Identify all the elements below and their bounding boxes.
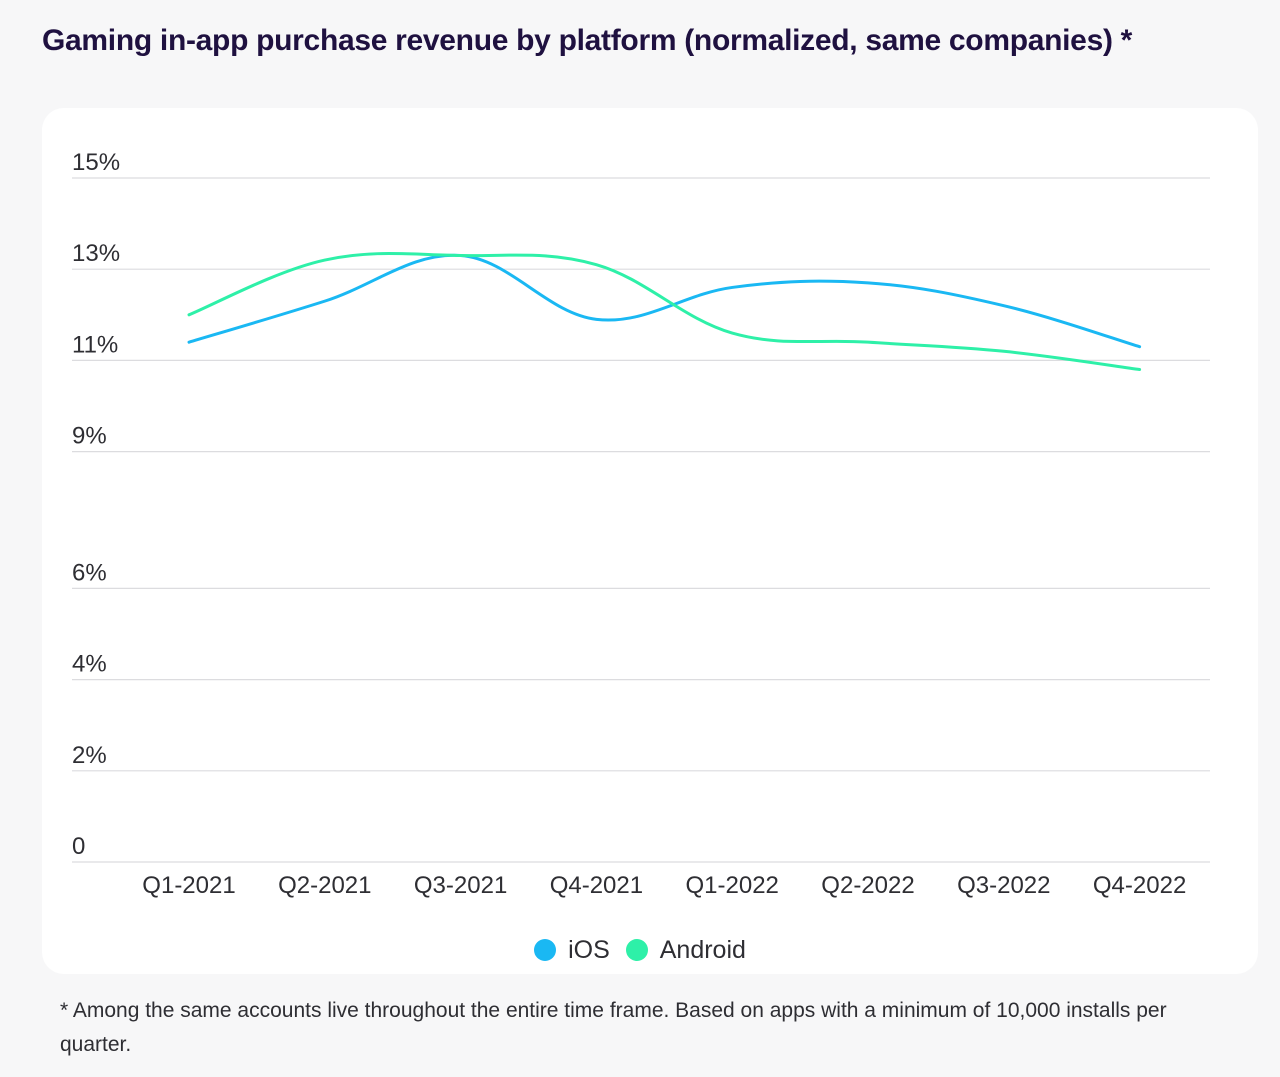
legend-marker-android bbox=[625, 939, 648, 961]
y-tick-label: 15% bbox=[72, 149, 120, 176]
data-point-ios[interactable] bbox=[998, 300, 1010, 312]
data-point-android[interactable] bbox=[862, 336, 874, 348]
y-tick-label: 11% bbox=[72, 331, 118, 358]
series-lines bbox=[183, 250, 1146, 376]
chart-legend: iOS Android bbox=[0, 930, 1280, 970]
data-point-ios[interactable] bbox=[1134, 341, 1146, 353]
x-tick-label: Q2-2022 bbox=[821, 872, 914, 899]
legend-label-android: Android bbox=[659, 935, 746, 964]
y-tick-label: 9% bbox=[72, 423, 107, 450]
y-tick-label: 0 bbox=[72, 833, 85, 860]
footnote: * Among the same accounts live throughou… bbox=[60, 999, 1167, 1056]
chart-title: Gaming in-app purchase revenue by platfo… bbox=[42, 24, 1133, 57]
data-point-android[interactable] bbox=[183, 309, 195, 321]
data-point-android[interactable] bbox=[590, 259, 602, 271]
data-point-android[interactable] bbox=[998, 345, 1010, 357]
x-tick-label: Q3-2021 bbox=[414, 872, 507, 899]
data-point-ios[interactable] bbox=[726, 281, 738, 293]
data-point-ios[interactable] bbox=[590, 313, 602, 325]
gridlines bbox=[72, 177, 1210, 863]
series-line-android[interactable] bbox=[187, 251, 1142, 372]
data-point-android[interactable] bbox=[319, 254, 331, 266]
series-line-ios[interactable] bbox=[187, 253, 1142, 349]
x-tick-label: Q1-2022 bbox=[685, 872, 778, 899]
data-point-android[interactable] bbox=[726, 327, 738, 339]
data-point-ios[interactable] bbox=[319, 295, 331, 307]
legend-marker-ios bbox=[534, 939, 557, 961]
x-tick-label: Q4-2021 bbox=[550, 872, 643, 899]
line-chart: 0 2% 4% 6% 9% 11% 13% 15% Q1-2021 Q2-2021 Q3-2021… bbox=[72, 149, 1210, 899]
y-tick-label: 6% bbox=[72, 559, 107, 586]
y-tick-label: 4% bbox=[72, 651, 107, 678]
y-tick-label: 13% bbox=[72, 240, 120, 267]
legend-item-ios[interactable]: iOS bbox=[534, 936, 610, 965]
data-point-ios[interactable] bbox=[183, 336, 195, 348]
x-tick-label: Q1-2021 bbox=[142, 872, 235, 899]
data-point-android[interactable] bbox=[455, 250, 467, 262]
data-point-android[interactable] bbox=[1134, 364, 1146, 376]
legend-item-android[interactable]: Android bbox=[625, 935, 746, 965]
x-tick-label: Q4-2022 bbox=[1093, 872, 1186, 899]
y-axis-ticks: 0 2% 4% 6% 9% 11% 13% 15% bbox=[72, 149, 120, 860]
data-point-ios[interactable] bbox=[862, 277, 874, 289]
x-tick-label: Q2-2021 bbox=[278, 872, 371, 899]
chart-card: 0 2% 4% 6% 9% 11% 13% 15% Q1-2021 Q2-2021 Q3-2021… bbox=[42, 108, 1258, 974]
y-tick-label: 2% bbox=[72, 742, 107, 769]
x-tick-label: Q3-2022 bbox=[957, 872, 1050, 899]
x-axis-ticks: Q1-2021 Q2-2021 Q3-2021 Q4-2021 Q1-2022 Q2-20… bbox=[142, 872, 1186, 899]
legend-label-ios: iOS bbox=[568, 935, 610, 964]
